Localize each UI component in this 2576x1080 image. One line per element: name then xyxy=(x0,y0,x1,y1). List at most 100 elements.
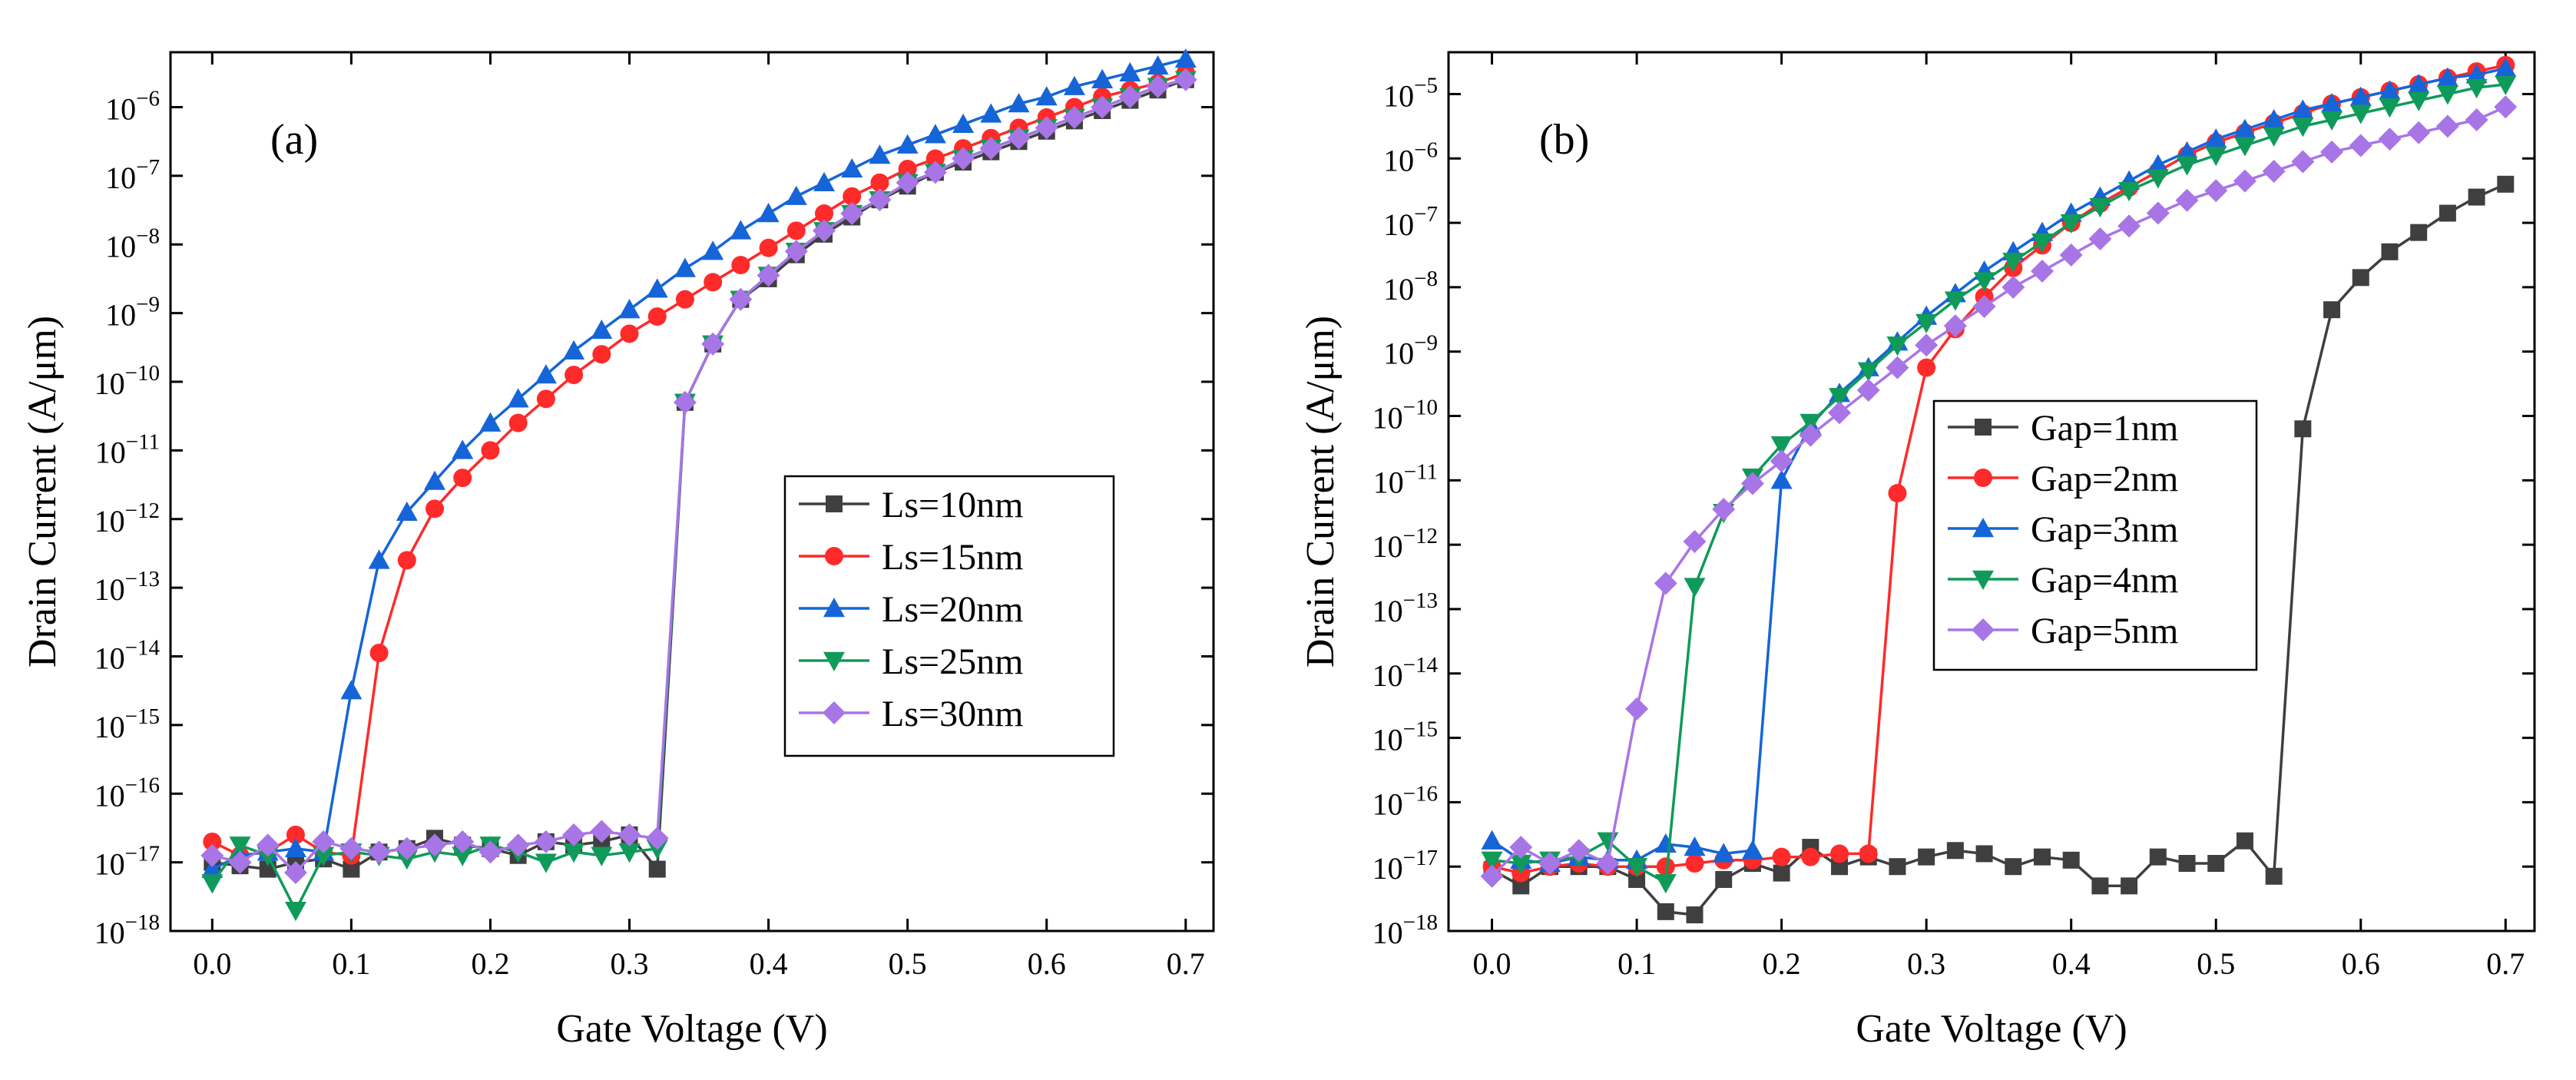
y-tick-label: 10−11 xyxy=(1373,459,1438,499)
data-point xyxy=(704,273,723,292)
data-point xyxy=(618,843,641,863)
data-point xyxy=(535,853,557,873)
data-point xyxy=(1886,356,1909,379)
y-tick-label: 10−6 xyxy=(1383,137,1438,177)
plot-frame xyxy=(169,51,1215,933)
data-point xyxy=(1801,847,1820,866)
data-point xyxy=(312,830,336,853)
data-point xyxy=(2378,128,2402,151)
data-point xyxy=(2030,259,2054,283)
y-tick-label: 10−17 xyxy=(94,842,160,882)
data-point xyxy=(536,389,555,409)
y-tick-label: 10−14 xyxy=(1372,653,1439,693)
data-point xyxy=(313,846,335,866)
x-tick-label: 0.0 xyxy=(193,946,231,981)
data-point xyxy=(896,134,919,154)
legend-label: Ls=20nm xyxy=(882,589,1023,630)
data-point xyxy=(1683,529,1707,553)
y-tick-label: 10−15 xyxy=(1372,717,1438,757)
data-point xyxy=(674,257,696,277)
data-point xyxy=(2060,214,2082,234)
data-point xyxy=(1008,93,1030,113)
series-Ls=30nm xyxy=(200,68,1197,885)
legend-label: Gap=5nm xyxy=(2031,611,2178,651)
legend-marker xyxy=(823,651,845,671)
data-point xyxy=(1538,852,1561,875)
data-point xyxy=(1770,436,1793,456)
data-point xyxy=(1889,858,1906,876)
panel-b: 0.0 0.1 0.2 0.3 0.4 0.5 0.6 0.7 10−5 10−6 10−7 10−8… xyxy=(1299,51,2536,1051)
y-tick-label: 10−9 xyxy=(1383,331,1438,371)
data-point xyxy=(759,238,778,257)
data-point xyxy=(2465,78,2488,99)
data-point xyxy=(870,173,889,192)
data-point xyxy=(2033,848,2051,866)
data-point xyxy=(201,874,223,894)
data-point xyxy=(1654,833,1677,853)
data-point xyxy=(2294,420,2312,438)
data-point xyxy=(2436,67,2458,87)
y-tick-label: 10−17 xyxy=(1372,846,1438,886)
y-tick-label: 10−10 xyxy=(1372,396,1438,436)
data-point xyxy=(1567,839,1591,863)
data-point xyxy=(2233,169,2256,193)
data-point xyxy=(2468,188,2485,206)
data-point xyxy=(2495,75,2517,95)
data-point xyxy=(1174,48,1197,68)
data-point xyxy=(1918,848,1935,866)
data-point xyxy=(452,439,474,459)
data-point xyxy=(1119,61,1141,82)
data-point xyxy=(2349,134,2372,157)
data-point xyxy=(2117,214,2141,238)
data-point xyxy=(2323,301,2341,319)
data-point xyxy=(478,840,502,864)
data-point xyxy=(2465,64,2488,84)
data-point xyxy=(1973,272,1995,292)
legend-item: Ls=10nm xyxy=(799,485,1023,525)
data-point xyxy=(1770,449,1793,473)
legend-marker xyxy=(1972,518,1994,538)
data-point xyxy=(1628,870,1646,888)
data-point xyxy=(1917,358,1936,377)
data-point xyxy=(2002,253,2025,273)
y-tick-label: 10−8 xyxy=(105,224,160,263)
data-point xyxy=(2002,275,2025,299)
data-point xyxy=(2059,243,2083,267)
data-point xyxy=(1091,68,1114,88)
legend: Ls=10nm Ls=15nm Ls=20nm Ls=25nm Ls=30nm xyxy=(783,475,1115,757)
x-tick-label: 0.4 xyxy=(750,946,788,981)
data-point xyxy=(2263,109,2285,129)
y-tick-label: 10−18 xyxy=(1372,910,1438,950)
data-point xyxy=(591,846,613,866)
y-tick-label: 10−16 xyxy=(1372,781,1438,821)
data-point xyxy=(2436,85,2458,105)
data-point xyxy=(785,185,807,205)
data-point xyxy=(2147,154,2169,174)
data-point xyxy=(2147,169,2169,189)
data-point xyxy=(1686,906,1704,924)
data-point xyxy=(229,837,251,856)
legend-label: Ls=30nm xyxy=(882,694,1023,734)
data-point xyxy=(647,307,667,326)
data-point xyxy=(2494,95,2518,119)
legend-marker xyxy=(825,547,843,565)
series-Ls=15nm xyxy=(203,63,1195,865)
data-point xyxy=(1007,126,1031,150)
data-point xyxy=(2349,104,2372,124)
data-point xyxy=(2265,867,2283,885)
data-point xyxy=(2121,877,2138,895)
data-point xyxy=(2292,118,2314,137)
data-point xyxy=(731,256,750,275)
data-point xyxy=(925,149,945,168)
data-point xyxy=(2320,140,2344,164)
data-point xyxy=(757,203,780,223)
legend-label: Gap=4nm xyxy=(2031,560,2178,601)
data-point xyxy=(256,833,280,857)
x-tick-label: 0.6 xyxy=(1028,946,1066,981)
data-point xyxy=(1596,852,1620,875)
data-point xyxy=(1715,870,1733,888)
data-point xyxy=(591,319,613,340)
x-tick-label: 0.2 xyxy=(471,946,509,981)
y-tick-label: 10−15 xyxy=(94,704,160,744)
data-point xyxy=(2236,832,2253,850)
